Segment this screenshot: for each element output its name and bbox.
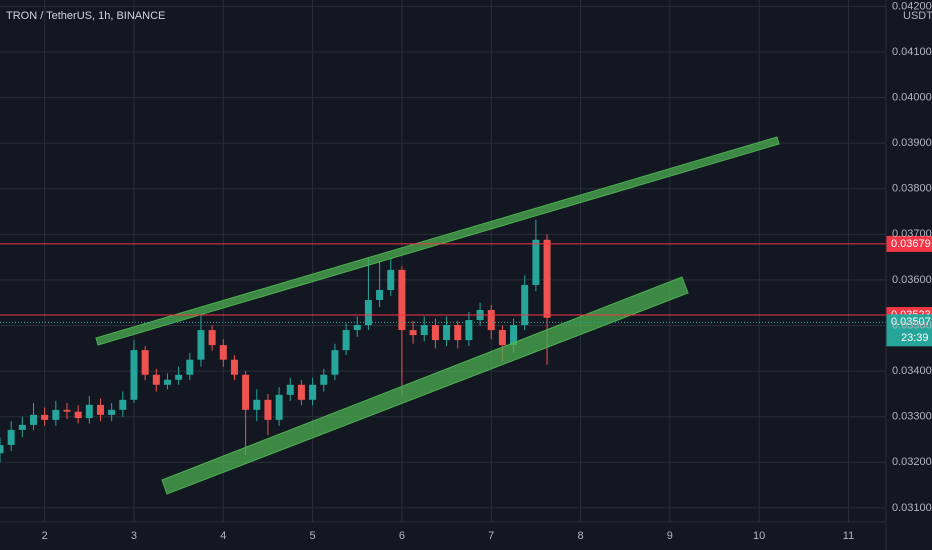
candle-body — [342, 330, 350, 351]
price-label: 0.03679 — [891, 238, 931, 250]
candle-body — [498, 330, 506, 346]
candle-body — [420, 325, 428, 336]
candle-body — [141, 350, 149, 375]
chart-title: TRON / TetherUS, 1h, BINANCE — [6, 10, 165, 22]
candle-body — [41, 414, 49, 420]
candle-body — [175, 374, 183, 380]
candle-body — [253, 399, 261, 410]
candle-body — [543, 239, 551, 318]
countdown: 23:39 — [901, 332, 929, 344]
candle-body — [398, 269, 406, 331]
candle-body — [7, 429, 15, 445]
grid — [0, 0, 886, 522]
candle-body — [465, 320, 473, 341]
y-tick-label: 0.03900 — [892, 137, 932, 149]
candle-body — [119, 399, 127, 410]
candle-body — [230, 359, 238, 375]
candle-body — [63, 409, 71, 412]
candle-body — [431, 325, 439, 341]
candle-body — [353, 325, 361, 331]
candle-body — [219, 345, 227, 360]
y-tick-label: 0.03700 — [892, 228, 932, 240]
y-tick-label: 0.04100 — [892, 46, 932, 58]
candle-body — [130, 350, 138, 400]
x-tick-label: 3 — [131, 530, 137, 542]
candle-body — [152, 374, 160, 385]
candle-body — [331, 350, 339, 375]
price-label-box — [886, 235, 932, 252]
candle-body — [286, 384, 294, 395]
candle-body — [521, 284, 529, 326]
currency: USDT — [903, 10, 932, 22]
candle-body — [29, 414, 37, 425]
candle-body — [532, 239, 540, 285]
candle-body — [443, 325, 451, 341]
candle-body — [487, 310, 495, 331]
candle-body — [197, 330, 205, 360]
x-tick-label: 10 — [753, 530, 765, 542]
candle-body — [18, 424, 26, 430]
candle-body — [85, 404, 93, 419]
y-tick-label: 0.03500 — [892, 319, 932, 331]
x-tick-label: 9 — [667, 530, 673, 542]
candle-body — [510, 325, 518, 346]
candles — [0, 219, 551, 463]
candle-body — [309, 384, 317, 400]
candle-body — [364, 299, 372, 326]
candle-body — [320, 374, 328, 385]
lower-channel[interactable] — [161, 276, 689, 495]
y-tick-label: 0.04200 — [892, 0, 932, 12]
candle-body — [275, 394, 283, 420]
candle-body — [409, 330, 417, 336]
candle-body — [0, 444, 4, 454]
upper-channel[interactable] — [95, 136, 780, 346]
last-price-label: 0.03507 — [891, 316, 931, 328]
axis-labels: 0.03100 0.03200 0.03300 0.03400 0.03500 0.036… — [42, 0, 932, 542]
candle-body — [242, 374, 250, 410]
candle-body — [186, 359, 194, 375]
x-tick-label: 11 — [843, 530, 854, 542]
candle-body — [264, 399, 272, 420]
x-tick-label: 8 — [577, 530, 583, 542]
y-tick-label: 0.04000 — [892, 91, 932, 103]
candle-body — [387, 269, 395, 290]
x-tick-label: 2 — [42, 530, 48, 542]
candle-body — [163, 379, 171, 385]
y-tick-label: 0.03100 — [892, 502, 932, 514]
candle-body — [208, 330, 216, 346]
candle-body — [108, 409, 116, 415]
x-tick-label: 6 — [399, 530, 405, 542]
last-price-box — [886, 314, 932, 347]
y-tick-label: 0.03400 — [892, 365, 932, 377]
candle-body — [454, 325, 462, 341]
candle-body — [52, 409, 60, 420]
candle-body — [297, 384, 305, 400]
candle-body — [376, 289, 384, 300]
y-tick-label: 0.03300 — [892, 411, 932, 423]
y-tick-label: 0.03800 — [892, 183, 932, 195]
x-tick-label: 5 — [310, 530, 316, 542]
y-tick-label: 0.03200 — [892, 456, 932, 468]
candle-body — [96, 404, 104, 415]
y-tick-label: 0.03600 — [892, 274, 932, 286]
candle-body — [74, 411, 82, 419]
x-tick-label: 7 — [488, 530, 494, 542]
x-tick-label: 4 — [220, 530, 226, 542]
